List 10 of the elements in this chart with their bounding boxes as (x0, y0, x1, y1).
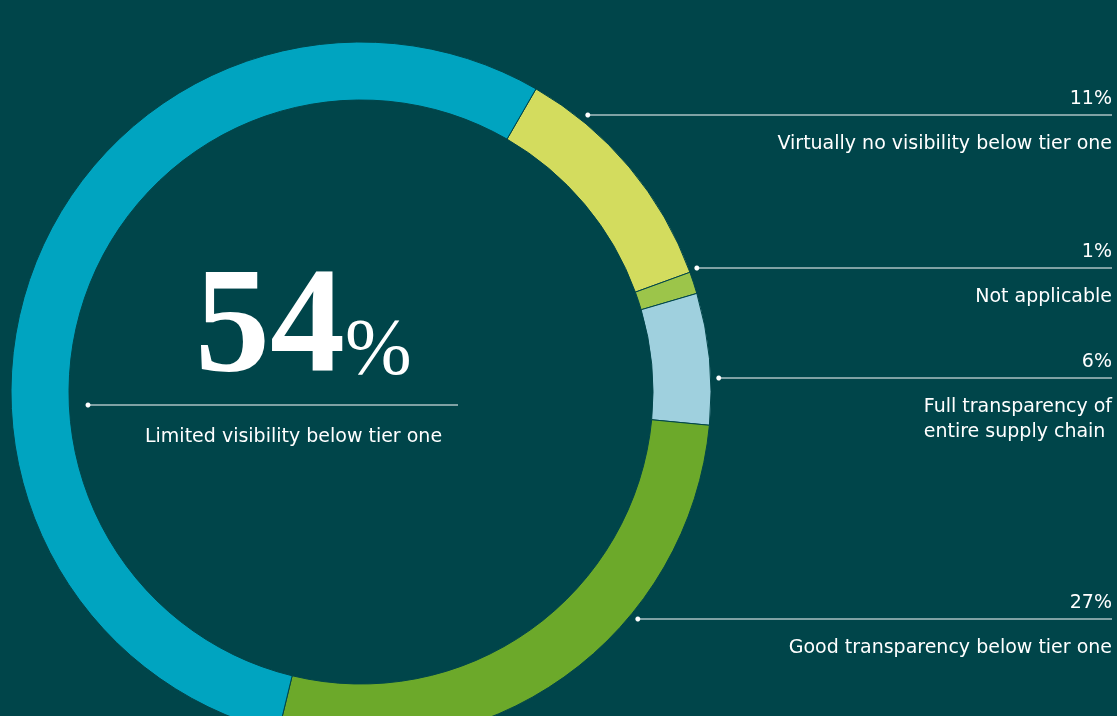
slice-label: Good transparency below tier one (788, 634, 1113, 657)
slice-label: Virtually no visibility below tier one (777, 130, 1113, 153)
slice-label: Full transparency of entire supply chain (923, 393, 1114, 441)
slice-label: Not applicable (975, 283, 1113, 306)
data-label: 27% (1069, 589, 1112, 612)
data-label: 6% (1081, 348, 1113, 371)
slice-label: Limited visibility below tier one (145, 423, 443, 446)
data-label: 54% (195, 237, 412, 403)
data-label: 1% (1081, 238, 1113, 261)
data-label: 11% (1069, 85, 1112, 108)
